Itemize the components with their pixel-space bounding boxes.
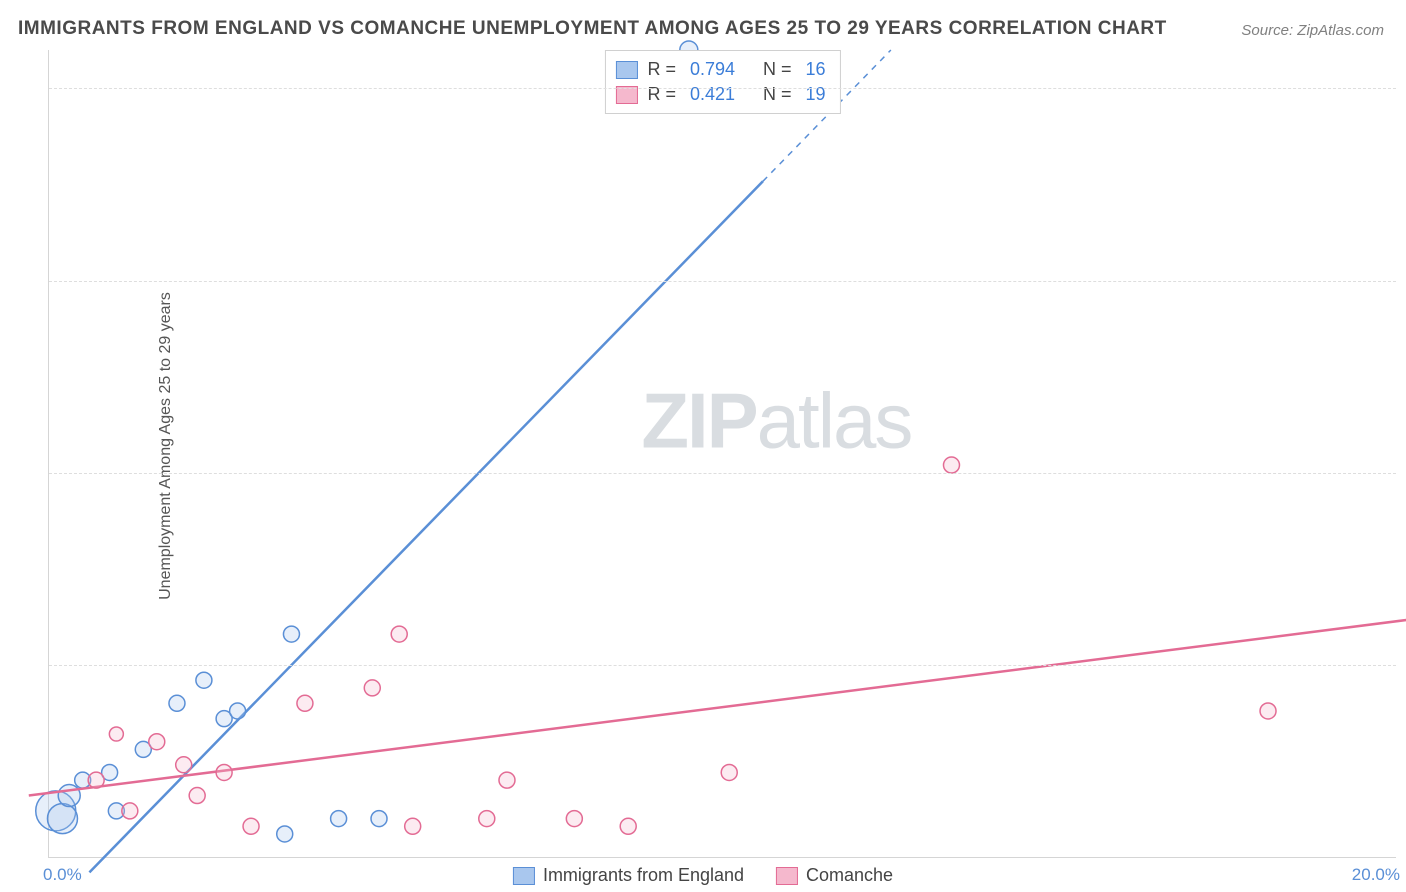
source-link[interactable]: ZipAtlas.com: [1297, 22, 1384, 39]
data-point: [721, 764, 737, 780]
data-point: [122, 803, 138, 819]
data-point: [149, 734, 165, 750]
r-label: R =: [647, 59, 676, 80]
gridline: [49, 88, 1396, 89]
data-point: [47, 804, 77, 834]
r-value: 0.421: [690, 84, 735, 105]
legend-item: Comanche: [776, 865, 893, 886]
data-point: [283, 626, 299, 642]
legend-stats: R = 0.794 N = 16 R = 0.421 N = 19: [604, 50, 840, 114]
data-point: [405, 818, 421, 834]
data-point: [364, 680, 380, 696]
n-label: N =: [763, 84, 792, 105]
x-tick-min: 0.0%: [43, 865, 82, 885]
legend-label: Immigrants from England: [543, 865, 744, 885]
source-label: Source:: [1241, 22, 1297, 39]
gridline: [49, 473, 1396, 474]
data-point: [277, 826, 293, 842]
legend-item: Immigrants from England: [513, 865, 744, 886]
plot-area: ZIPatlas 0.0% 20.0% R =0.794N =16R =0.42…: [48, 50, 1396, 858]
data-point: [243, 818, 259, 834]
data-point: [216, 764, 232, 780]
data-point: [566, 811, 582, 827]
n-value: 19: [806, 84, 826, 105]
data-point: [189, 788, 205, 804]
data-point: [371, 811, 387, 827]
data-point: [109, 727, 123, 741]
legend-stat-row: R = 0.794 N = 16: [615, 57, 825, 82]
legend-swatch: [776, 867, 798, 885]
chart-title: IMMIGRANTS FROM ENGLAND VS COMANCHE UNEM…: [18, 18, 1167, 40]
gridline: [49, 281, 1396, 282]
r-label: R =: [647, 84, 676, 105]
x-tick-max: 20.0%: [1352, 865, 1400, 885]
data-point: [1260, 703, 1276, 719]
data-point: [230, 703, 246, 719]
data-point: [297, 695, 313, 711]
data-point: [620, 818, 636, 834]
n-label: N =: [763, 59, 792, 80]
data-point: [943, 457, 959, 473]
data-point: [196, 672, 212, 688]
legend-swatch: [615, 61, 637, 79]
n-value: 16: [806, 59, 826, 80]
chart-svg: [49, 50, 1396, 857]
data-point: [499, 772, 515, 788]
legend-series: Immigrants from England Comanche: [513, 865, 893, 886]
data-point: [176, 757, 192, 773]
r-value: 0.794: [690, 59, 735, 80]
data-point: [58, 785, 80, 807]
data-point: [169, 695, 185, 711]
source-credit: Source: ZipAtlas.com: [1241, 22, 1384, 39]
legend-label: Comanche: [806, 865, 893, 885]
legend-stat-row: R = 0.421 N = 19: [615, 82, 825, 107]
legend-swatch: [513, 867, 535, 885]
data-point: [331, 811, 347, 827]
data-point: [479, 811, 495, 827]
gridline: [49, 665, 1396, 666]
data-point: [88, 772, 104, 788]
data-point: [391, 626, 407, 642]
